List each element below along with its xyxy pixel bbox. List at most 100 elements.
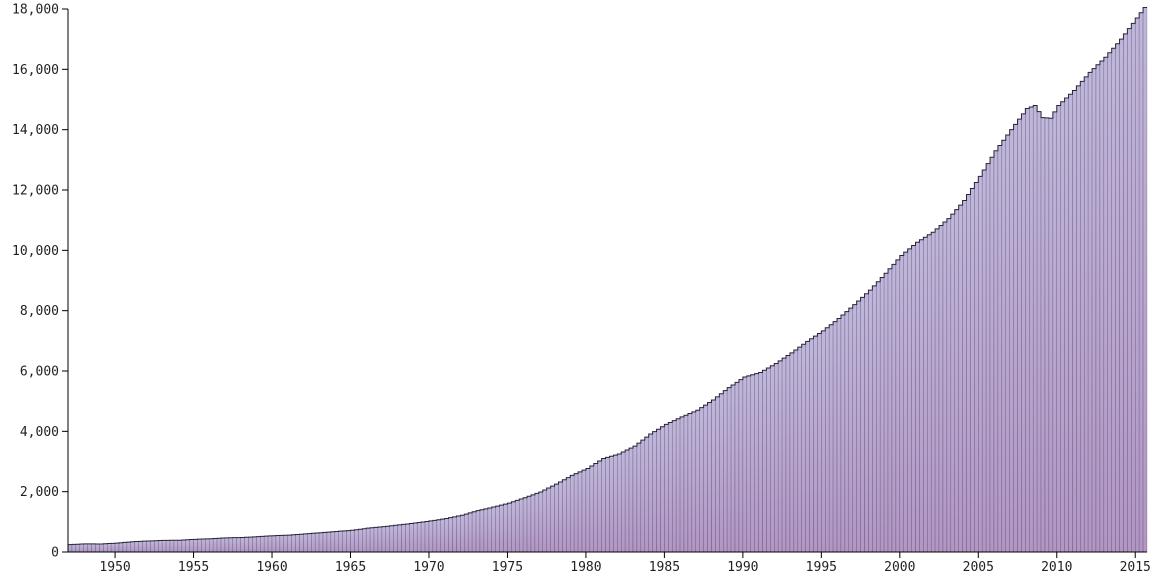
- bar: [825, 327, 830, 553]
- bar: [1142, 7, 1148, 553]
- x-tick-label: 1990: [727, 560, 758, 573]
- bar: [754, 373, 759, 553]
- bar: [106, 543, 112, 553]
- bar: [742, 376, 748, 553]
- bar: [362, 528, 367, 553]
- bar: [942, 221, 948, 553]
- bar: [613, 454, 618, 553]
- bar: [679, 416, 685, 553]
- bar: [185, 539, 190, 553]
- bar: [389, 525, 394, 553]
- bar: [283, 535, 288, 553]
- bar: [722, 390, 728, 553]
- bar: [726, 387, 732, 553]
- bar: [789, 352, 795, 553]
- y-tick-label: 4,000: [20, 425, 59, 440]
- y-tick-label: 16,000: [12, 63, 59, 78]
- bar: [750, 374, 755, 553]
- bar: [899, 255, 904, 553]
- bar: [416, 522, 422, 553]
- bar: [758, 372, 763, 553]
- bar: [436, 519, 441, 553]
- bar: [738, 379, 744, 553]
- bar: [126, 541, 132, 553]
- bar: [1131, 23, 1136, 553]
- y-tick-label: 6,000: [20, 365, 59, 380]
- bar: [1009, 129, 1014, 553]
- bar: [1091, 68, 1097, 553]
- bar: [648, 433, 653, 553]
- bar: [205, 538, 210, 553]
- bar: [515, 500, 520, 553]
- bar: [1107, 52, 1112, 553]
- bar: [770, 365, 775, 553]
- bar: [993, 150, 999, 553]
- bar: [821, 330, 826, 553]
- bar: [774, 363, 779, 553]
- bar: [1040, 117, 1046, 553]
- x-tick-label: 1960: [256, 560, 287, 573]
- bar: [1013, 124, 1018, 553]
- bar: [675, 418, 681, 553]
- bar: [562, 479, 567, 553]
- bar: [1021, 113, 1026, 553]
- x-axis-ticks: 1950 1955 1960 1965 1970 1975 1980 1985 1990 1995…: [99, 552, 1151, 573]
- series-outline: [68, 6, 1147, 546]
- bar: [142, 540, 147, 553]
- bar: [597, 460, 602, 553]
- bar: [193, 539, 198, 553]
- y-tick-label: 0: [51, 546, 59, 561]
- bar: [169, 540, 175, 553]
- bar: [546, 487, 551, 553]
- bar: [777, 360, 783, 553]
- bar: [260, 536, 265, 553]
- bar: [766, 367, 771, 553]
- bar: [687, 413, 693, 553]
- bar: [985, 163, 991, 553]
- bar: [703, 404, 708, 553]
- bar: [1029, 106, 1034, 553]
- bar: [542, 489, 547, 553]
- x-tick-label: 1985: [649, 560, 680, 573]
- bar: [405, 523, 410, 553]
- bar: [177, 539, 183, 553]
- bar: [1119, 38, 1124, 553]
- bar: [134, 541, 139, 553]
- bar: [256, 536, 261, 553]
- bar: [165, 540, 171, 553]
- bar: [923, 236, 928, 553]
- x-tick-label: 2010: [1041, 560, 1072, 573]
- bar: [393, 525, 398, 553]
- bar: [79, 543, 84, 553]
- bar: [1111, 47, 1116, 553]
- bar: [938, 225, 944, 553]
- bar: [87, 543, 92, 553]
- bar: [460, 514, 465, 553]
- bar: [809, 338, 814, 553]
- bar: [1115, 43, 1120, 553]
- bar: [1064, 97, 1069, 553]
- bar: [358, 528, 363, 553]
- bar: [864, 293, 869, 553]
- bar: [130, 541, 135, 553]
- bar: [267, 535, 273, 553]
- bar: [1099, 60, 1105, 553]
- bar: [350, 530, 355, 553]
- bar: [110, 543, 116, 553]
- bar: [518, 498, 524, 553]
- bar: [240, 537, 245, 553]
- bar: [569, 475, 575, 553]
- bar: [805, 341, 810, 553]
- bar: [958, 204, 963, 553]
- bar: [157, 540, 163, 553]
- bar: [236, 537, 241, 553]
- bar: [554, 483, 559, 553]
- bar: [114, 542, 120, 553]
- bar: [287, 534, 292, 553]
- bar: [71, 544, 77, 553]
- bar: [746, 375, 751, 553]
- y-tick-label: 14,000: [12, 123, 59, 138]
- bar: [444, 518, 449, 553]
- bar: [1044, 117, 1050, 553]
